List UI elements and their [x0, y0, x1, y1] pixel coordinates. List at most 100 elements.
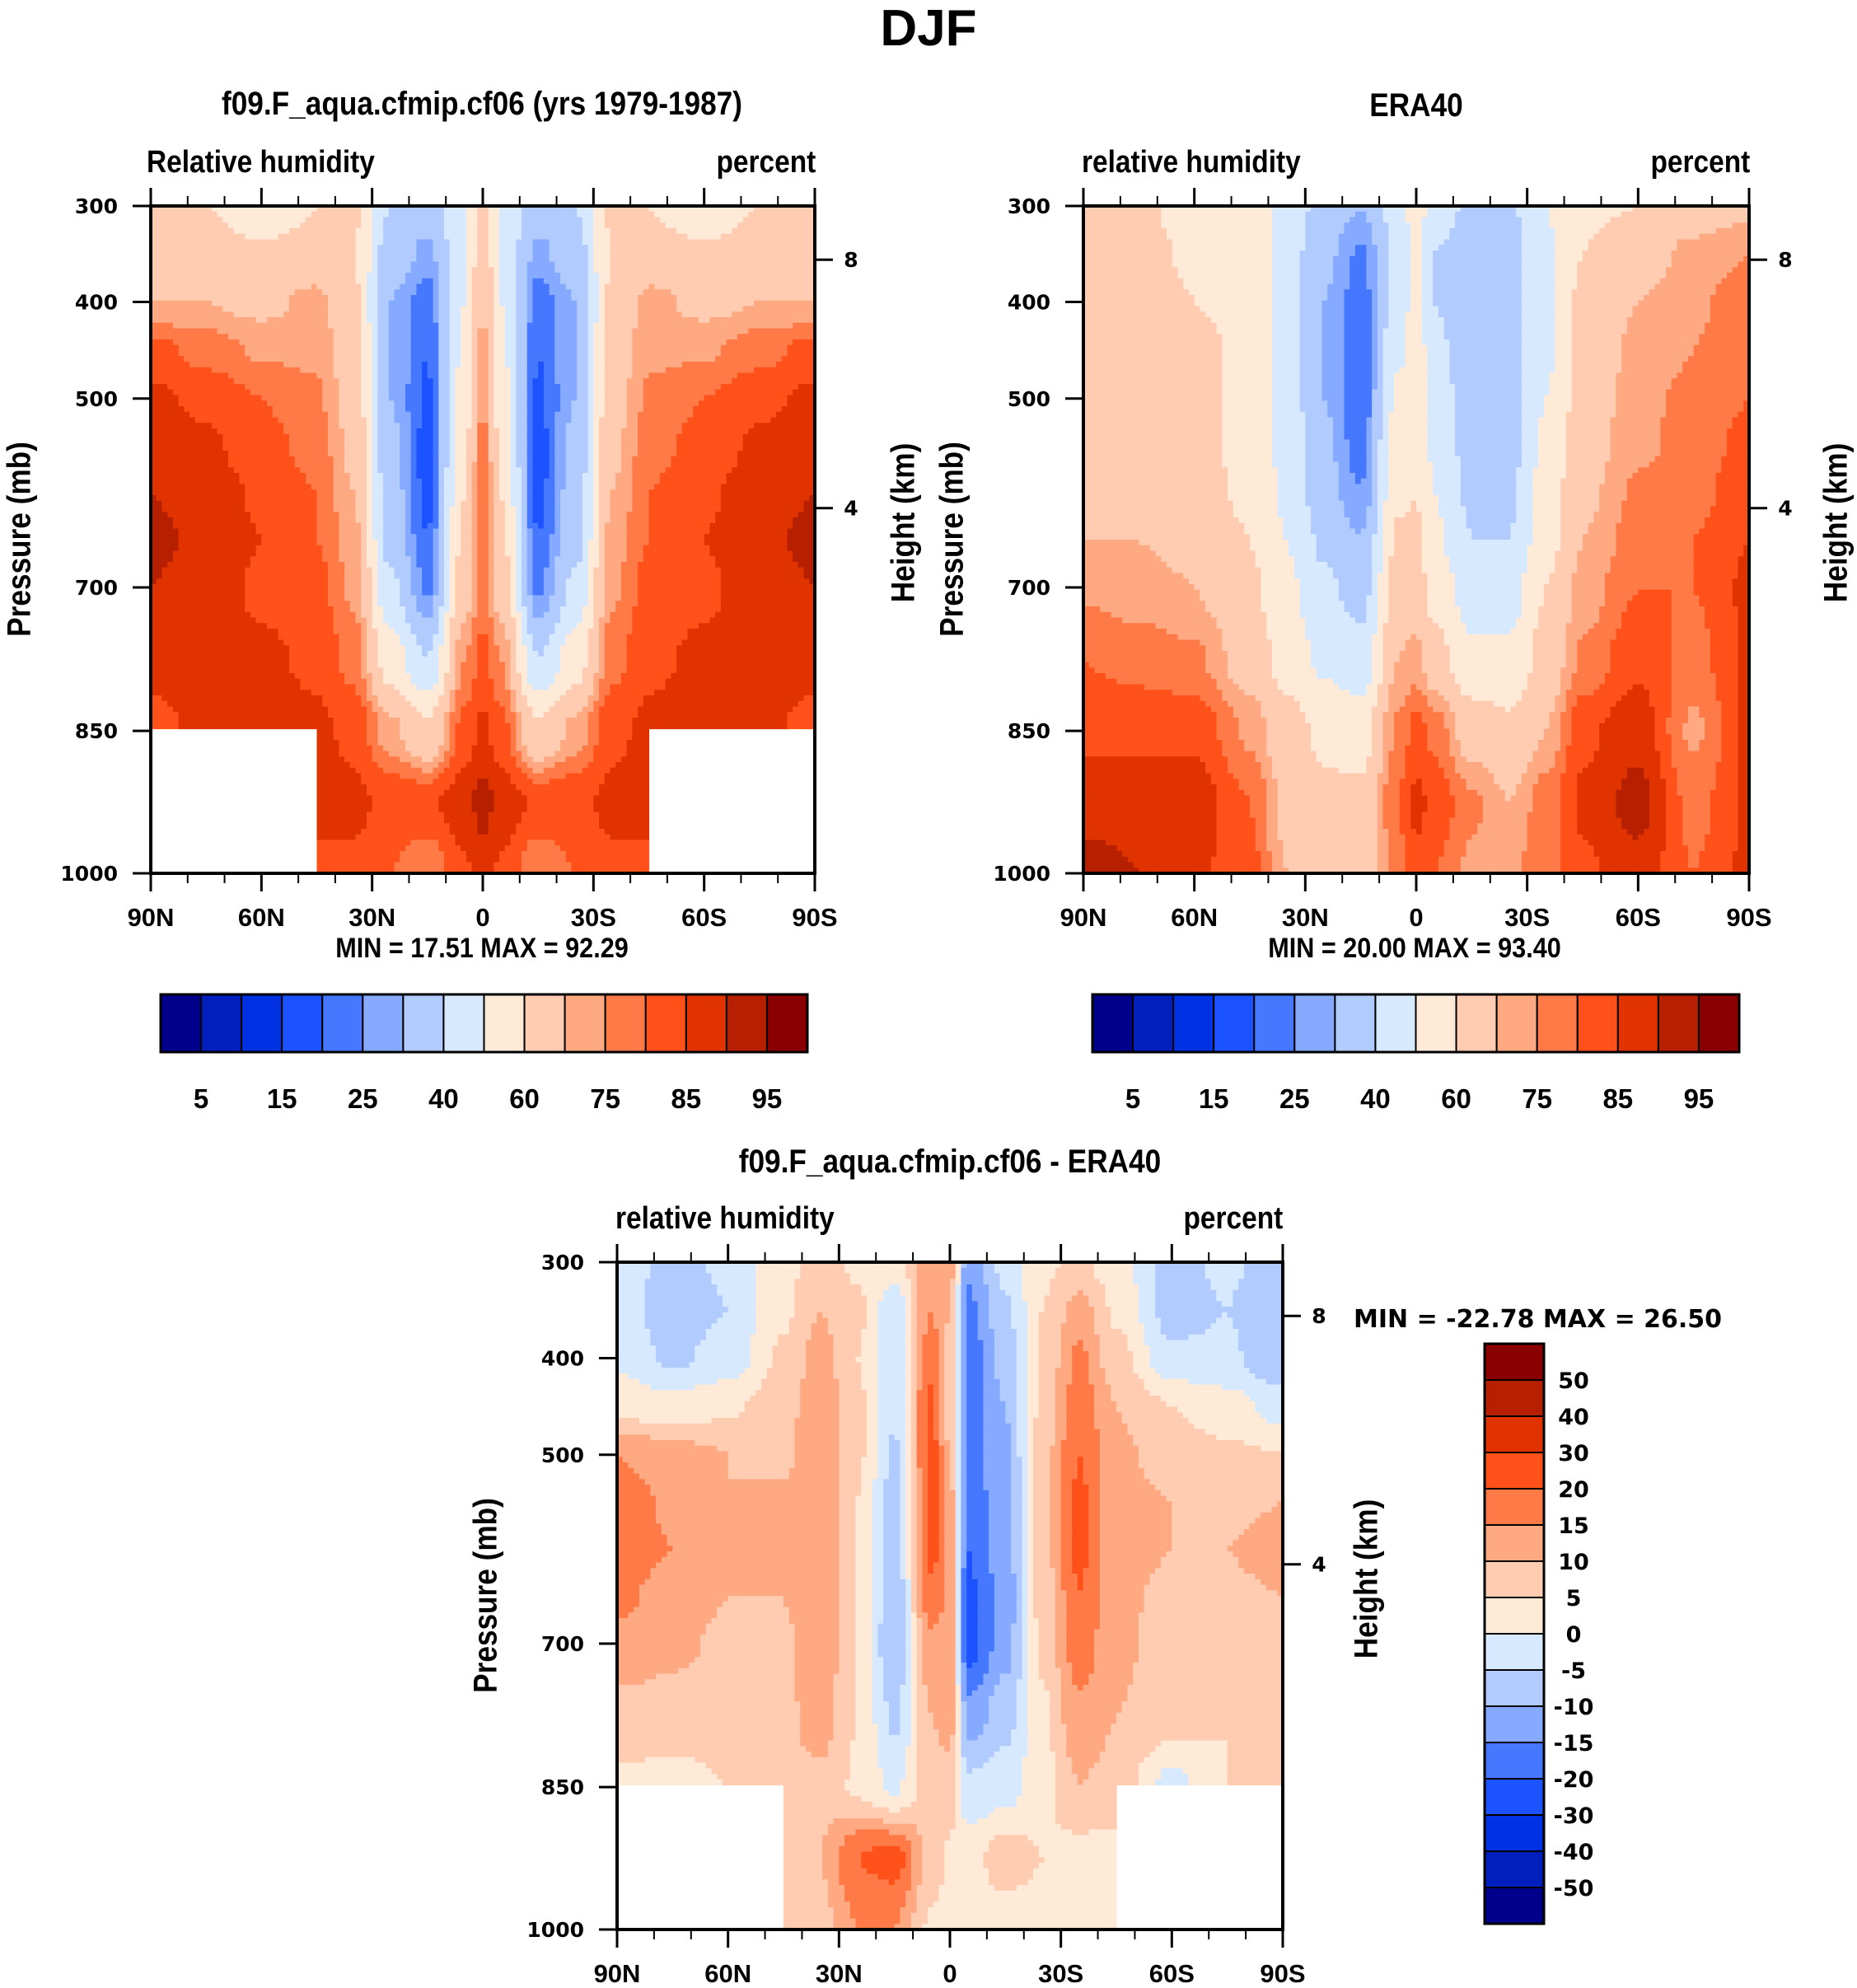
contour-cell: [1083, 344, 1223, 352]
contour-cell: [1449, 562, 1528, 568]
contour-cell: [151, 328, 218, 334]
contour-cell: [593, 255, 611, 263]
contour-cell: [438, 506, 445, 512]
contour-cell: [587, 562, 600, 568]
contour-cell: [1427, 389, 1456, 396]
contour-cell: [151, 522, 174, 530]
contour-cell: [477, 423, 489, 429]
contour-cell: [422, 611, 434, 619]
contour-cell: [599, 428, 622, 435]
contour-cell: [488, 712, 506, 718]
contour-cell: [1571, 295, 1644, 302]
contour-cell: [1271, 255, 1301, 263]
contour-cell: [361, 283, 367, 290]
contour-cell: [526, 350, 555, 357]
contour-cell: [1083, 300, 1195, 307]
contour-cell: [1482, 762, 1528, 769]
contour-cell: [1277, 779, 1378, 785]
contour-cell: [593, 578, 606, 585]
contour-cell: [1305, 500, 1345, 508]
contour-cell: [405, 611, 423, 619]
contour-cell: [283, 362, 334, 368]
contour-cell: [344, 573, 362, 579]
contour-cell: [1549, 378, 1573, 385]
contour-cell: [638, 423, 683, 429]
contour-cell: [327, 317, 362, 324]
contour-cell: [1277, 784, 1378, 791]
contour-cell: [455, 406, 473, 413]
contour-cell: [455, 745, 473, 752]
contour-cell: [809, 495, 816, 502]
contour-cell: [1521, 690, 1561, 696]
contour-cell: [632, 478, 661, 485]
contour-cell: [1266, 812, 1279, 819]
contour-cell: [1560, 740, 1573, 746]
contour-cell: [493, 461, 500, 468]
contour-cell: [493, 317, 506, 324]
contour-cell: [1455, 417, 1523, 423]
panel1-title: f09.F_aqua.cfmip.cf06 (yrs 1979-1987): [222, 86, 742, 122]
contour-cell: [1732, 222, 1750, 229]
contour-cell: [1083, 261, 1173, 268]
contour-cell: [1410, 306, 1423, 312]
contour-cell: [372, 417, 378, 423]
contour-cell: [455, 656, 467, 663]
contour-cell: [366, 528, 373, 535]
contour-cell: [361, 550, 367, 557]
contour-cell: [449, 344, 461, 352]
contour-cell: [438, 517, 445, 524]
contour-cell: [1222, 378, 1273, 385]
contour-cell: [433, 423, 439, 429]
contour-cell: [1321, 300, 1345, 307]
contour-cell: [383, 478, 400, 485]
contour-cell: [433, 417, 439, 423]
contour-cell: [477, 550, 489, 557]
contour-cell: [443, 611, 456, 619]
contour-cell: [488, 206, 500, 213]
contour-cell: [1399, 795, 1411, 802]
contour-cell: [593, 222, 606, 229]
contour-cell: [526, 700, 555, 708]
contour-cell: [1316, 751, 1373, 757]
contour-cell: [449, 578, 456, 585]
colorbar-label: 85: [671, 1083, 701, 1114]
contour-cell: [377, 639, 400, 646]
x-tick-label: 60N: [238, 903, 285, 932]
contour-cell: [654, 283, 816, 290]
contour-cell: [610, 489, 633, 496]
contour-cell: [1743, 255, 1750, 263]
contour-cell: [383, 233, 445, 241]
contour-cell: [1521, 283, 1555, 290]
contour-cell: [416, 779, 434, 785]
contour-cell: [1083, 322, 1218, 330]
contour-cell: [510, 745, 517, 752]
contour-cell: [532, 611, 545, 619]
contour-cell: [560, 495, 583, 502]
contour-cell: [1421, 283, 1434, 290]
contour-cell: [643, 395, 705, 401]
contour-cell: [1222, 740, 1245, 746]
contour-cell: [582, 239, 594, 246]
contour-cell: [316, 868, 395, 874]
contour-cell: [554, 461, 567, 468]
contour-cell: [433, 439, 439, 446]
contour-cell: [554, 456, 567, 463]
contour-cell: [1410, 728, 1429, 735]
contour-cell: [1532, 506, 1561, 512]
contour-cell: [1238, 517, 1284, 524]
contour-cell: [449, 784, 478, 791]
contour-cell: [1482, 812, 1528, 819]
contour-cell: [587, 289, 600, 296]
contour-cell: [1271, 344, 1301, 352]
contour-cell: [366, 428, 373, 435]
contour-cell: [604, 829, 650, 835]
contour-cell: [1372, 467, 1378, 474]
contour-cell: [1394, 389, 1429, 396]
contour-cell: [599, 473, 616, 479]
contour-cell: [1366, 255, 1378, 263]
contour-cell: [1521, 255, 1555, 263]
contour-cell: [477, 534, 489, 540]
contour-cell: [161, 573, 246, 579]
contour-cell: [676, 295, 816, 302]
